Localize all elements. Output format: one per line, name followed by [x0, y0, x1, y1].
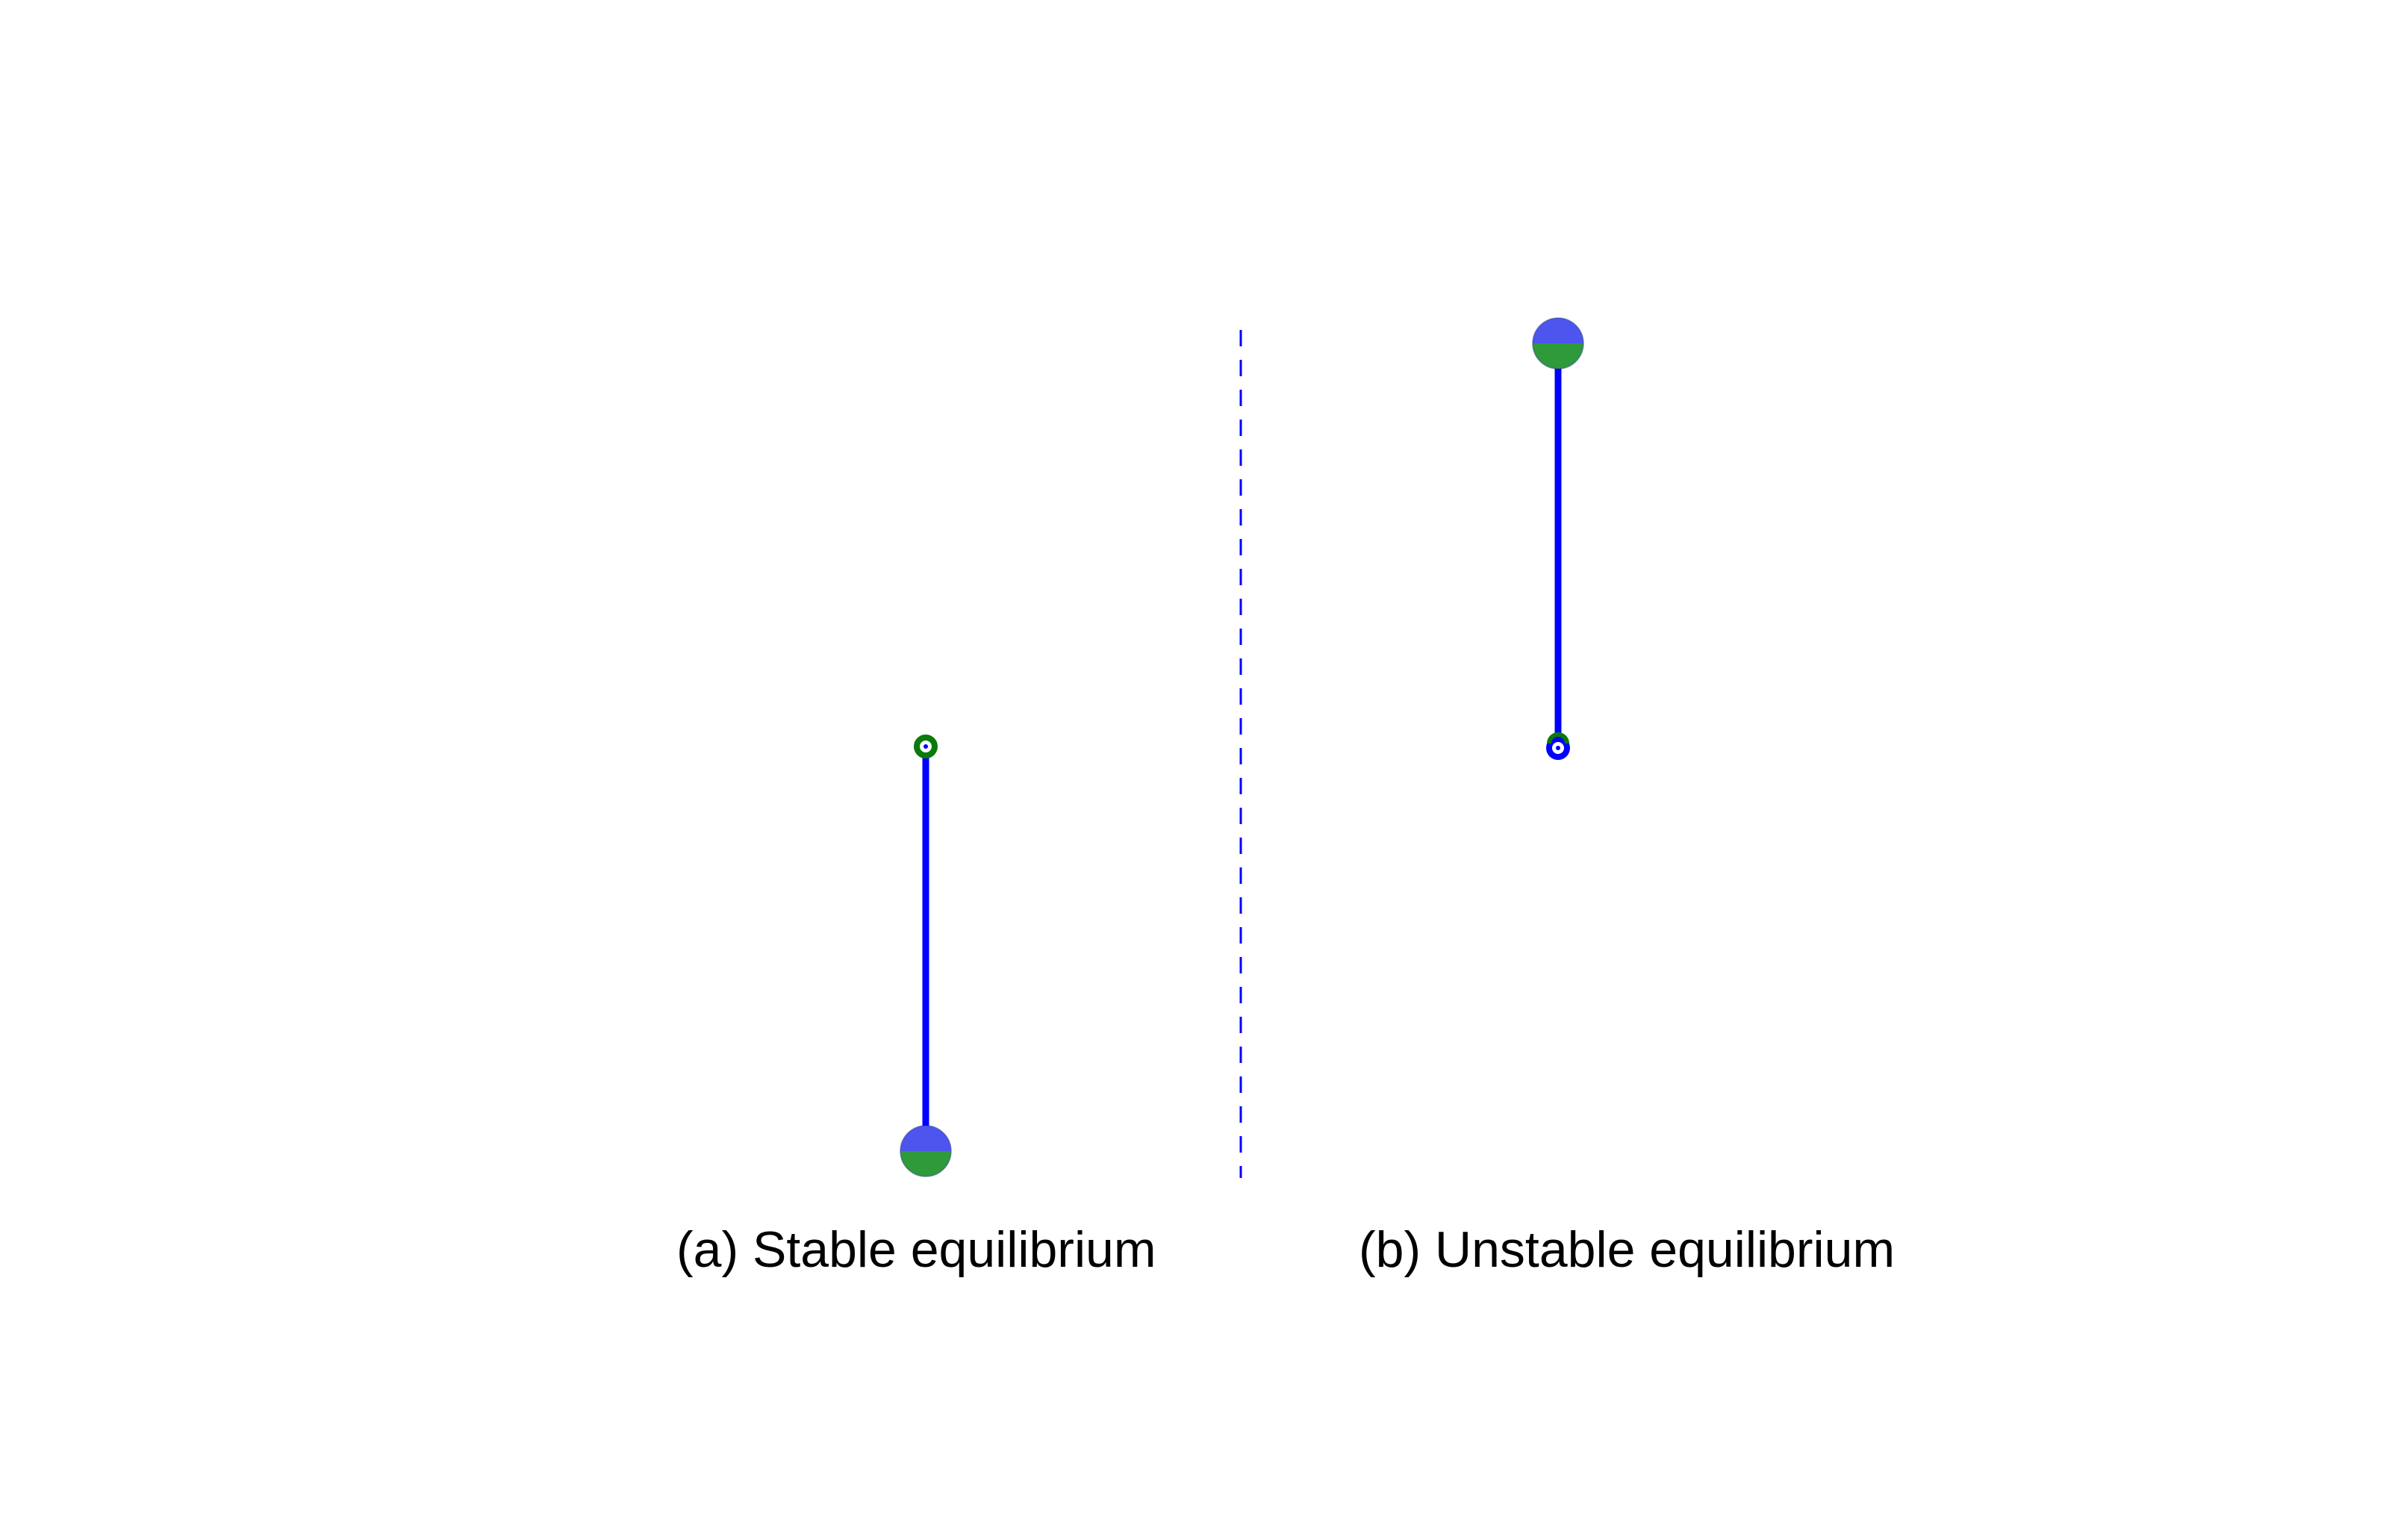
pivot-unstable	[1546, 732, 1570, 760]
pivot-stable	[914, 735, 938, 758]
caption-unstable-equilibrium: (b) Unstable equilibrium	[1359, 1221, 1896, 1278]
pendulum-bob-stable	[900, 1125, 952, 1177]
panel-unstable	[1532, 317, 1584, 760]
caption-stable-equilibrium: (a) Stable equilibrium	[676, 1221, 1156, 1278]
pendulum-bob-unstable	[1532, 317, 1584, 370]
panel-stable	[900, 735, 952, 1177]
